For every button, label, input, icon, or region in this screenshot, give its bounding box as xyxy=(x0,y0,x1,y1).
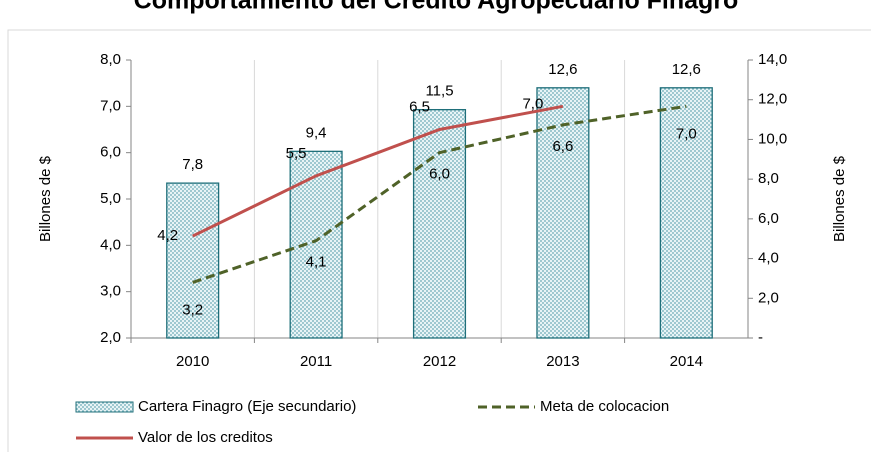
y2-tick-label: 12,0 xyxy=(758,91,787,108)
y-tick-label: 8,0 xyxy=(100,51,121,68)
y2-tick-label: 14,0 xyxy=(758,51,787,68)
x-tick-label: 2011 xyxy=(300,353,332,370)
y2-tick-label: - xyxy=(758,329,763,346)
y2-tick-label: 4,0 xyxy=(758,250,779,267)
legend-label: Cartera Finagro (Eje secundario) xyxy=(138,398,356,415)
legend-swatch xyxy=(75,401,134,413)
legend-label: Valor de los creditos xyxy=(138,429,273,446)
line-label: 4,2 xyxy=(157,227,178,244)
line-series xyxy=(192,104,687,284)
line-label: 6,6 xyxy=(552,138,573,155)
bar xyxy=(412,108,467,339)
legend-label: Meta de colocacion xyxy=(540,398,669,415)
y-tick-label: 6,0 xyxy=(100,144,121,161)
bar-label: 12,6 xyxy=(548,61,577,78)
bar-label: 9,4 xyxy=(306,124,327,141)
x-tick-label: 2013 xyxy=(546,353,579,370)
bar-label: 7,8 xyxy=(182,156,203,173)
y-tick-label: 3,0 xyxy=(100,283,121,300)
line-label: 5,5 xyxy=(286,145,307,162)
bar xyxy=(166,182,220,339)
bar xyxy=(536,87,590,339)
bar-label: 11,5 xyxy=(425,83,453,100)
y-tick-label: 4,0 xyxy=(100,236,121,253)
chart-border xyxy=(7,29,871,452)
line-label: 7,0 xyxy=(522,95,543,112)
x-tick-label: 2014 xyxy=(670,353,703,370)
y2-tick-label: 6,0 xyxy=(758,210,779,227)
y2-tick-label: 10,0 xyxy=(758,130,787,147)
y2-tick-label: 2,0 xyxy=(758,289,779,306)
y-axis-title: Billones de $ xyxy=(37,155,54,242)
x-tick-label: 2010 xyxy=(176,353,209,370)
line-label: 6,0 xyxy=(429,166,450,183)
y2-tick-label: 8,0 xyxy=(758,170,779,187)
line-label: 4,1 xyxy=(306,254,327,271)
y-tick-label: 2,0 xyxy=(100,329,121,346)
line-label: 6,5 xyxy=(409,98,430,115)
bar-label: 12,6 xyxy=(672,61,701,78)
chart-title: Comportamiento del Credito Agropecuario … xyxy=(134,0,739,15)
bar xyxy=(289,150,343,339)
line-series xyxy=(192,104,564,238)
bar xyxy=(659,87,713,339)
line-label: 3,2 xyxy=(182,301,203,318)
line-label: 7,0 xyxy=(676,125,697,142)
y2-axis-title: Billones de $ xyxy=(831,155,848,242)
y-tick-label: 7,0 xyxy=(100,97,121,114)
y-tick-label: 5,0 xyxy=(100,190,121,207)
x-tick-label: 2012 xyxy=(423,353,456,370)
